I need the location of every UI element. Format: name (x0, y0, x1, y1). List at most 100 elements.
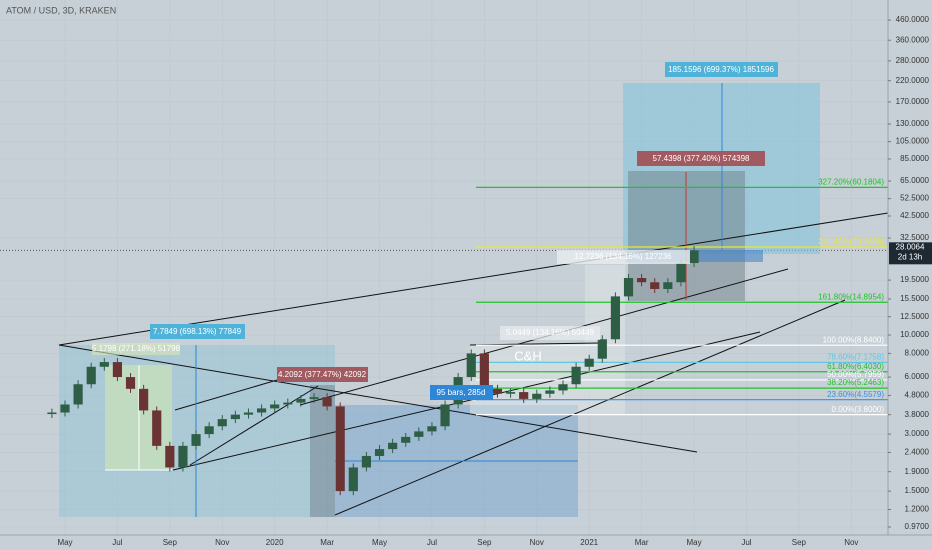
y-tick-label: 10.0000 (900, 330, 929, 339)
candle (178, 445, 188, 468)
fib-label: 61.80%(6.4030) (827, 362, 884, 371)
label-box (500, 326, 600, 340)
x-tick-label: Sep (163, 538, 178, 547)
candle (374, 449, 385, 456)
candle (584, 358, 594, 367)
x-tick-label: Jul (427, 538, 437, 547)
y-tick-label: 105.0000 (896, 137, 930, 146)
y-tick-label: 1.9000 (905, 467, 930, 476)
fib-label: 100.00%(8.8400) (823, 335, 885, 344)
candle (99, 362, 109, 367)
candle (650, 282, 660, 290)
x-tick-label: May (57, 538, 72, 547)
candle (519, 392, 529, 399)
y-tick-label: 220.0000 (896, 76, 930, 85)
fib-retracement: 327.20%(60.1804) 241.40%(29.1686) 161.80%(… (476, 177, 888, 416)
candle (388, 442, 398, 450)
label-box (557, 250, 690, 264)
candle (243, 412, 254, 415)
candle (283, 402, 293, 405)
y-tick-label: 280.0000 (896, 56, 930, 65)
label-box (665, 62, 778, 77)
candle (571, 366, 581, 385)
y-tick-label: 6.0000 (905, 372, 930, 381)
y-tick-label: 130.0000 (896, 119, 930, 128)
fib-label: 241.40%(29.1686) (818, 237, 884, 246)
candle (296, 398, 306, 403)
x-tick-label: May (372, 538, 387, 547)
candle (47, 412, 57, 415)
y-tick-label: 3.8000 (905, 410, 930, 419)
fib-label: 78.60%(7.1758) (827, 352, 884, 361)
x-tick-label: Jul (741, 538, 751, 547)
annotation: 7.7849 (698.13%) 77849 (153, 327, 242, 336)
fib-label: 38.20%(5.2463) (827, 378, 884, 387)
candle (86, 366, 96, 385)
candle (505, 392, 516, 394)
annotation: 185.1596 (699.37%) 1851596 (668, 65, 774, 74)
candle (256, 408, 267, 413)
y-tick-label: 3.0000 (905, 429, 930, 438)
y-tick-label: 0.9700 (905, 522, 930, 531)
annotation: 5.1798 (271.18%) 51798 (92, 344, 181, 353)
candle (610, 296, 621, 340)
y-tick-label: 12.5000 (900, 312, 929, 321)
last-price: 28.0064 (896, 242, 925, 251)
x-tick-label: Mar (635, 538, 649, 547)
y-tick-label: 4.8000 (905, 391, 930, 400)
measure-box (310, 385, 335, 517)
x-tick-label: Nov (530, 538, 544, 547)
annotation: 57.4398 (377.40%) 574398 (653, 154, 751, 163)
candle (204, 426, 214, 435)
y-tick-label: 170.0000 (896, 97, 930, 106)
annotation: C&H (514, 348, 541, 363)
candle (663, 282, 673, 290)
x-tick-label: 2021 (580, 538, 598, 547)
chart-title: ATOM / USD, 3D, KRAKEN (6, 5, 116, 15)
label-box (277, 367, 368, 382)
candle (637, 278, 647, 283)
candle (139, 388, 149, 411)
x-tick-label: Sep (477, 538, 492, 547)
y-tick-label: 32.5000 (900, 233, 929, 242)
y-tick-label: 19.5000 (900, 275, 929, 284)
candle (558, 384, 568, 391)
label-box (150, 324, 245, 339)
y-tick-label: 1.5000 (905, 486, 930, 495)
candle (401, 436, 411, 443)
candle (466, 353, 476, 378)
fib-label: 327.20%(60.1804) (818, 177, 884, 186)
candle (191, 434, 201, 446)
candle (414, 431, 424, 437)
candle (623, 278, 634, 297)
y-tick-label: 8.0000 (905, 349, 930, 358)
y-tick-label: 460.0000 (896, 15, 930, 24)
candle (165, 445, 175, 468)
candle (112, 362, 123, 378)
label-box (430, 385, 493, 400)
annotation: 4.2092 (377.47%) 42092 (278, 370, 367, 379)
candle (597, 339, 607, 359)
y-tick-label: 15.5000 (900, 294, 929, 303)
x-tick-label: 2020 (266, 538, 284, 547)
fib-label: 50.00%(5.7959) (827, 370, 884, 379)
candle (440, 404, 450, 427)
candle (230, 414, 240, 420)
candle (322, 397, 332, 407)
y-tick-label: 1.2000 (905, 505, 930, 514)
y-tick-label: 42.5000 (900, 211, 929, 220)
annotation: 12.7236 (134.16%) 127236 (575, 252, 673, 261)
fib-label: 23.60%(4.5579) (827, 390, 884, 399)
candle (545, 390, 555, 394)
fib-label: 161.80%(14.8954) (818, 292, 884, 301)
y-tick-label: 360.0000 (896, 35, 930, 44)
y-tick-label: 2.4000 (905, 448, 930, 457)
x-tick-label: Nov (844, 538, 858, 547)
candle (492, 388, 503, 394)
candle (270, 404, 280, 409)
fib-label: 0.00%(3.8000) (832, 405, 885, 414)
candle (309, 397, 319, 399)
y-tick-label: 65.0000 (900, 176, 929, 185)
candle (217, 419, 227, 427)
